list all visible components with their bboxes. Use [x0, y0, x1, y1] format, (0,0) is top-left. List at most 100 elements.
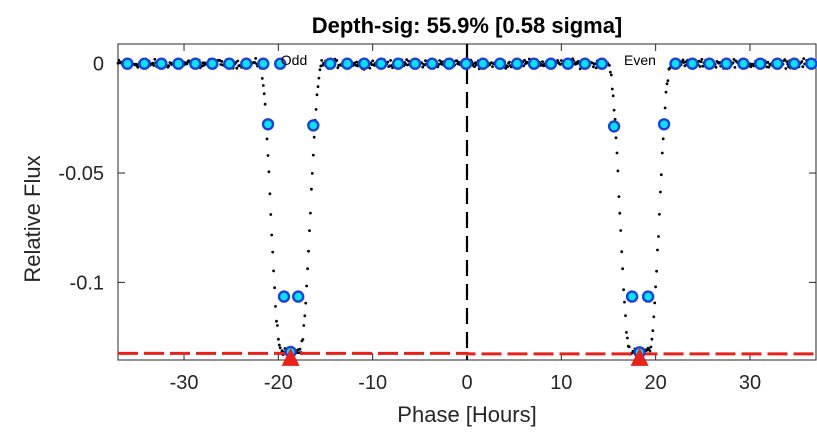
- raw-data-point: [275, 319, 278, 323]
- raw-data-point: [622, 288, 625, 292]
- raw-data-point: [784, 67, 788, 70]
- binned-data-point: [324, 57, 337, 70]
- raw-data-point: [655, 269, 658, 273]
- binned-data-point: [686, 57, 699, 70]
- raw-data-point: [269, 213, 273, 216]
- raw-data-point: [254, 57, 258, 60]
- raw-data-point: [624, 314, 627, 317]
- binned-data-point: [459, 57, 473, 70]
- x-tick-label: 30: [739, 372, 761, 394]
- raw-data-point: [266, 154, 270, 157]
- raw-data-point: [623, 300, 626, 304]
- raw-data-point: [277, 337, 280, 341]
- depth-marker: [630, 347, 649, 366]
- chart-title: Depth-sig: 55.9% [0.58 sigma]: [312, 13, 623, 38]
- raw-data-point: [732, 58, 736, 61]
- raw-data-point: [268, 192, 272, 196]
- raw-data-point: [262, 92, 266, 96]
- raw-data-point: [666, 79, 670, 83]
- raw-data-point: [312, 135, 316, 139]
- raw-data-point: [273, 286, 276, 290]
- raw-data-point: [608, 64, 611, 67]
- raw-data-point: [700, 57, 704, 61]
- raw-data-point: [389, 59, 392, 62]
- binned-data-point: [657, 118, 671, 131]
- raw-data-point: [405, 58, 408, 61]
- y-tick-label: -0.1: [70, 272, 104, 294]
- x-tick-label: -10: [358, 372, 387, 394]
- raw-data-point: [614, 136, 618, 140]
- raw-data-point: [306, 267, 309, 271]
- raw-data-point: [316, 85, 320, 88]
- binned-data-point: [805, 57, 817, 70]
- raw-data-point: [649, 345, 653, 349]
- raw-data-point: [260, 77, 264, 80]
- annotation-odd: Odd: [281, 52, 307, 68]
- binned-data-point: [358, 57, 371, 70]
- raw-data-point: [766, 60, 770, 64]
- binned-data-point: [240, 57, 253, 70]
- raw-data-point: [305, 284, 308, 288]
- y-tick-label: 0: [93, 54, 104, 76]
- binned-data-point: [206, 57, 219, 70]
- raw-data-point: [627, 345, 631, 349]
- raw-data-point: [609, 70, 612, 74]
- raw-data-point: [749, 65, 753, 69]
- binned-data-point: [425, 57, 439, 70]
- raw-data-point: [167, 64, 171, 67]
- binned-data-point: [172, 57, 185, 70]
- raw-data-point: [657, 235, 660, 238]
- binned-data-point: [341, 57, 354, 70]
- raw-data-point: [783, 58, 787, 61]
- raw-data-point: [592, 65, 595, 69]
- binned-data-point: [292, 290, 305, 303]
- raw-data-point: [698, 65, 702, 68]
- raw-data-point: [272, 269, 275, 273]
- raw-data-point: [800, 60, 804, 63]
- binned-data-point: [641, 290, 655, 303]
- raw-data-point: [626, 336, 629, 340]
- raw-data-point: [270, 233, 274, 237]
- binned-data-point: [223, 57, 236, 70]
- binned-data-point: [561, 57, 575, 70]
- raw-data-point: [659, 190, 662, 194]
- binned-data-point: [625, 290, 639, 303]
- raw-data-point: [473, 65, 476, 68]
- binned-data-point: [442, 57, 456, 70]
- raw-data-point: [355, 60, 358, 64]
- raw-data-point: [621, 267, 624, 271]
- binned-data-point: [476, 57, 490, 70]
- binned-data-point: [138, 57, 151, 70]
- depth-line: [118, 351, 816, 356]
- raw-data-point: [625, 331, 628, 334]
- raw-data-point: [653, 301, 657, 305]
- raw-data-point: [277, 343, 281, 347]
- binned-data-point: [595, 57, 609, 70]
- raw-data-point: [274, 305, 277, 308]
- raw-data-point: [311, 153, 315, 157]
- y-tick-labels: 0 -0.05 -0.1: [58, 54, 104, 295]
- binned-data-point: [257, 57, 270, 70]
- binned-data-point: [788, 57, 801, 70]
- raw-data-point: [681, 58, 685, 62]
- binned-data-point: [375, 57, 388, 70]
- raw-data-point: [280, 349, 284, 352]
- raw-data-point: [310, 187, 313, 191]
- x-tick-label: -30: [170, 372, 199, 394]
- raw-data-point: [265, 137, 269, 141]
- raw-data-point: [303, 314, 307, 318]
- raw-data-point: [699, 60, 703, 63]
- raw-data-point: [298, 347, 302, 351]
- raw-data-point: [616, 169, 620, 173]
- raw-data-point: [659, 173, 663, 177]
- raw-data-point: [611, 94, 615, 98]
- raw-data-point: [153, 57, 157, 61]
- raw-data-point: [613, 117, 617, 121]
- raw-data-point: [315, 93, 319, 97]
- binned-data-point: [527, 57, 541, 70]
- raw-data-point: [261, 84, 265, 87]
- raw-data-point: [801, 65, 805, 69]
- raw-data-point: [271, 250, 275, 254]
- binned-data-point: [510, 57, 524, 70]
- raw-data-point: [310, 172, 314, 175]
